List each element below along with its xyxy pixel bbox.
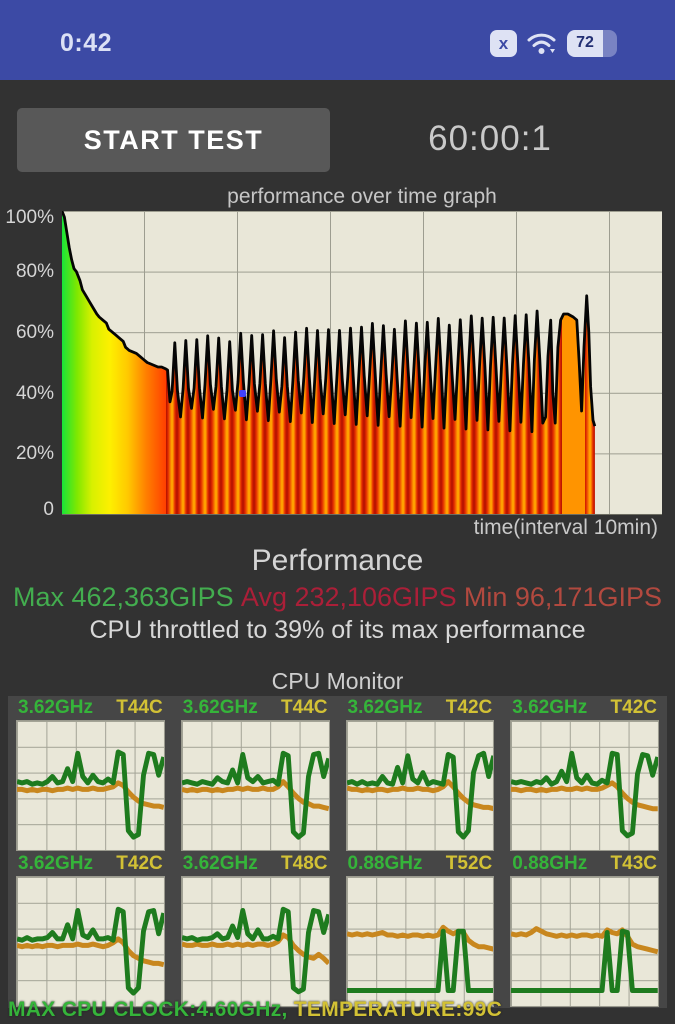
performance-line bbox=[62, 211, 597, 434]
chart-plot-area[interactable] bbox=[62, 211, 662, 515]
core-frequency: 3.62GHz bbox=[18, 853, 93, 874]
y-tick: 60% bbox=[15, 322, 54, 343]
clock-text: 0:42 bbox=[60, 28, 113, 57]
core-temperature: T43C bbox=[610, 853, 657, 874]
status-icons: x 72 bbox=[490, 29, 617, 57]
throttle-note: CPU throttled to 39% of its max performa… bbox=[89, 616, 586, 644]
battery-empty-segment bbox=[603, 29, 617, 57]
performance-heading: Performance bbox=[251, 544, 424, 577]
avg-gips-value: Avg 232,106GIPS bbox=[240, 582, 457, 612]
x-axis-label: time(interval 10min) bbox=[473, 516, 658, 539]
core-temperature: T44C bbox=[281, 697, 328, 718]
core-frequency: 0.88GHz bbox=[512, 853, 588, 874]
chart-title: performance over time graph bbox=[227, 185, 497, 208]
max-cpu-clock-text: MAX CPU CLOCK:4.60GHz, bbox=[8, 998, 288, 1021]
max-temperature-text: TEMPERATURE:99C bbox=[287, 998, 503, 1021]
core-cell: 3.62GHz T44C bbox=[10, 696, 171, 852]
status-bar: 0:42 x 72 bbox=[0, 0, 675, 80]
performance-chart: 100% 80% 60% 40% 20% 0 bbox=[0, 207, 675, 520]
monitor-footer: MAX CPU CLOCK:4.60GHz, TEMPERATURE:99C bbox=[8, 998, 668, 1022]
core-temperature: T42C bbox=[116, 853, 163, 874]
core-cell: 3.62GHz T42C bbox=[504, 696, 665, 852]
core-chart bbox=[16, 876, 165, 1007]
core-temperature: T42C bbox=[610, 697, 657, 718]
y-axis-labels: 100% 80% 60% 40% 20% 0 bbox=[0, 207, 58, 520]
core-chart bbox=[16, 720, 165, 851]
core-temperature: T48C bbox=[281, 853, 328, 874]
core-cell: 3.62GHz T44C bbox=[175, 696, 336, 852]
core-temperature: T42C bbox=[445, 697, 493, 718]
cpu-monitor-heading: CPU Monitor bbox=[271, 668, 404, 694]
y-tick: 20% bbox=[15, 443, 54, 464]
core-frequency: 3.62GHz bbox=[182, 697, 258, 718]
y-tick: 0 bbox=[43, 499, 54, 520]
core-cell: 3.62GHz T42C bbox=[340, 696, 501, 852]
core-frequency: 3.62GHz bbox=[182, 853, 258, 874]
core-temperature: T52C bbox=[445, 853, 493, 874]
core-chart bbox=[180, 876, 330, 1007]
core-frequency: 3.62GHz bbox=[347, 697, 423, 718]
core-chart bbox=[345, 720, 495, 851]
core-frequency: 3.62GHz bbox=[512, 697, 588, 718]
y-tick: 80% bbox=[15, 261, 54, 282]
max-gips-value: Max 462,363GIPS bbox=[13, 582, 234, 612]
touch-marker-dot bbox=[239, 389, 246, 397]
y-tick: 100% bbox=[5, 207, 54, 228]
wifi-icon bbox=[527, 33, 556, 54]
battery-icon: 72 bbox=[567, 29, 617, 57]
start-test-button[interactable]: START TEST bbox=[17, 108, 330, 172]
core-chart bbox=[510, 876, 659, 1007]
core-cell: 3.62GHz T42C bbox=[10, 852, 171, 1008]
core-temperature: T44C bbox=[116, 697, 163, 718]
core-frequency: 0.88GHz bbox=[347, 853, 423, 874]
core-cell: 3.62GHz T48C bbox=[175, 852, 336, 1008]
cpu-monitor-panel: 3.62GHz T44C 3.62GHz T44C 3.62GHz T42C 3… bbox=[8, 696, 667, 1008]
core-cell: 0.88GHz T52C bbox=[340, 852, 501, 1008]
core-chart bbox=[180, 720, 330, 851]
core-cell: 0.88GHz T43C bbox=[504, 852, 665, 1008]
core-chart bbox=[345, 876, 495, 1007]
controls-row: START TEST 60:00:1 bbox=[0, 108, 675, 172]
core-frequency: 3.62GHz bbox=[18, 697, 93, 718]
timer-text: 60:00:1 bbox=[428, 119, 552, 158]
sim-missing-icon: x bbox=[490, 29, 517, 57]
battery-level-text: 72 bbox=[567, 29, 603, 57]
y-tick: 40% bbox=[15, 383, 54, 404]
performance-stats: Max 462,363GIPS Avg 232,106GIPS Min 96,1… bbox=[0, 582, 675, 613]
min-gips-value: Min 96,171GIPS bbox=[463, 582, 662, 612]
core-chart bbox=[510, 720, 659, 851]
